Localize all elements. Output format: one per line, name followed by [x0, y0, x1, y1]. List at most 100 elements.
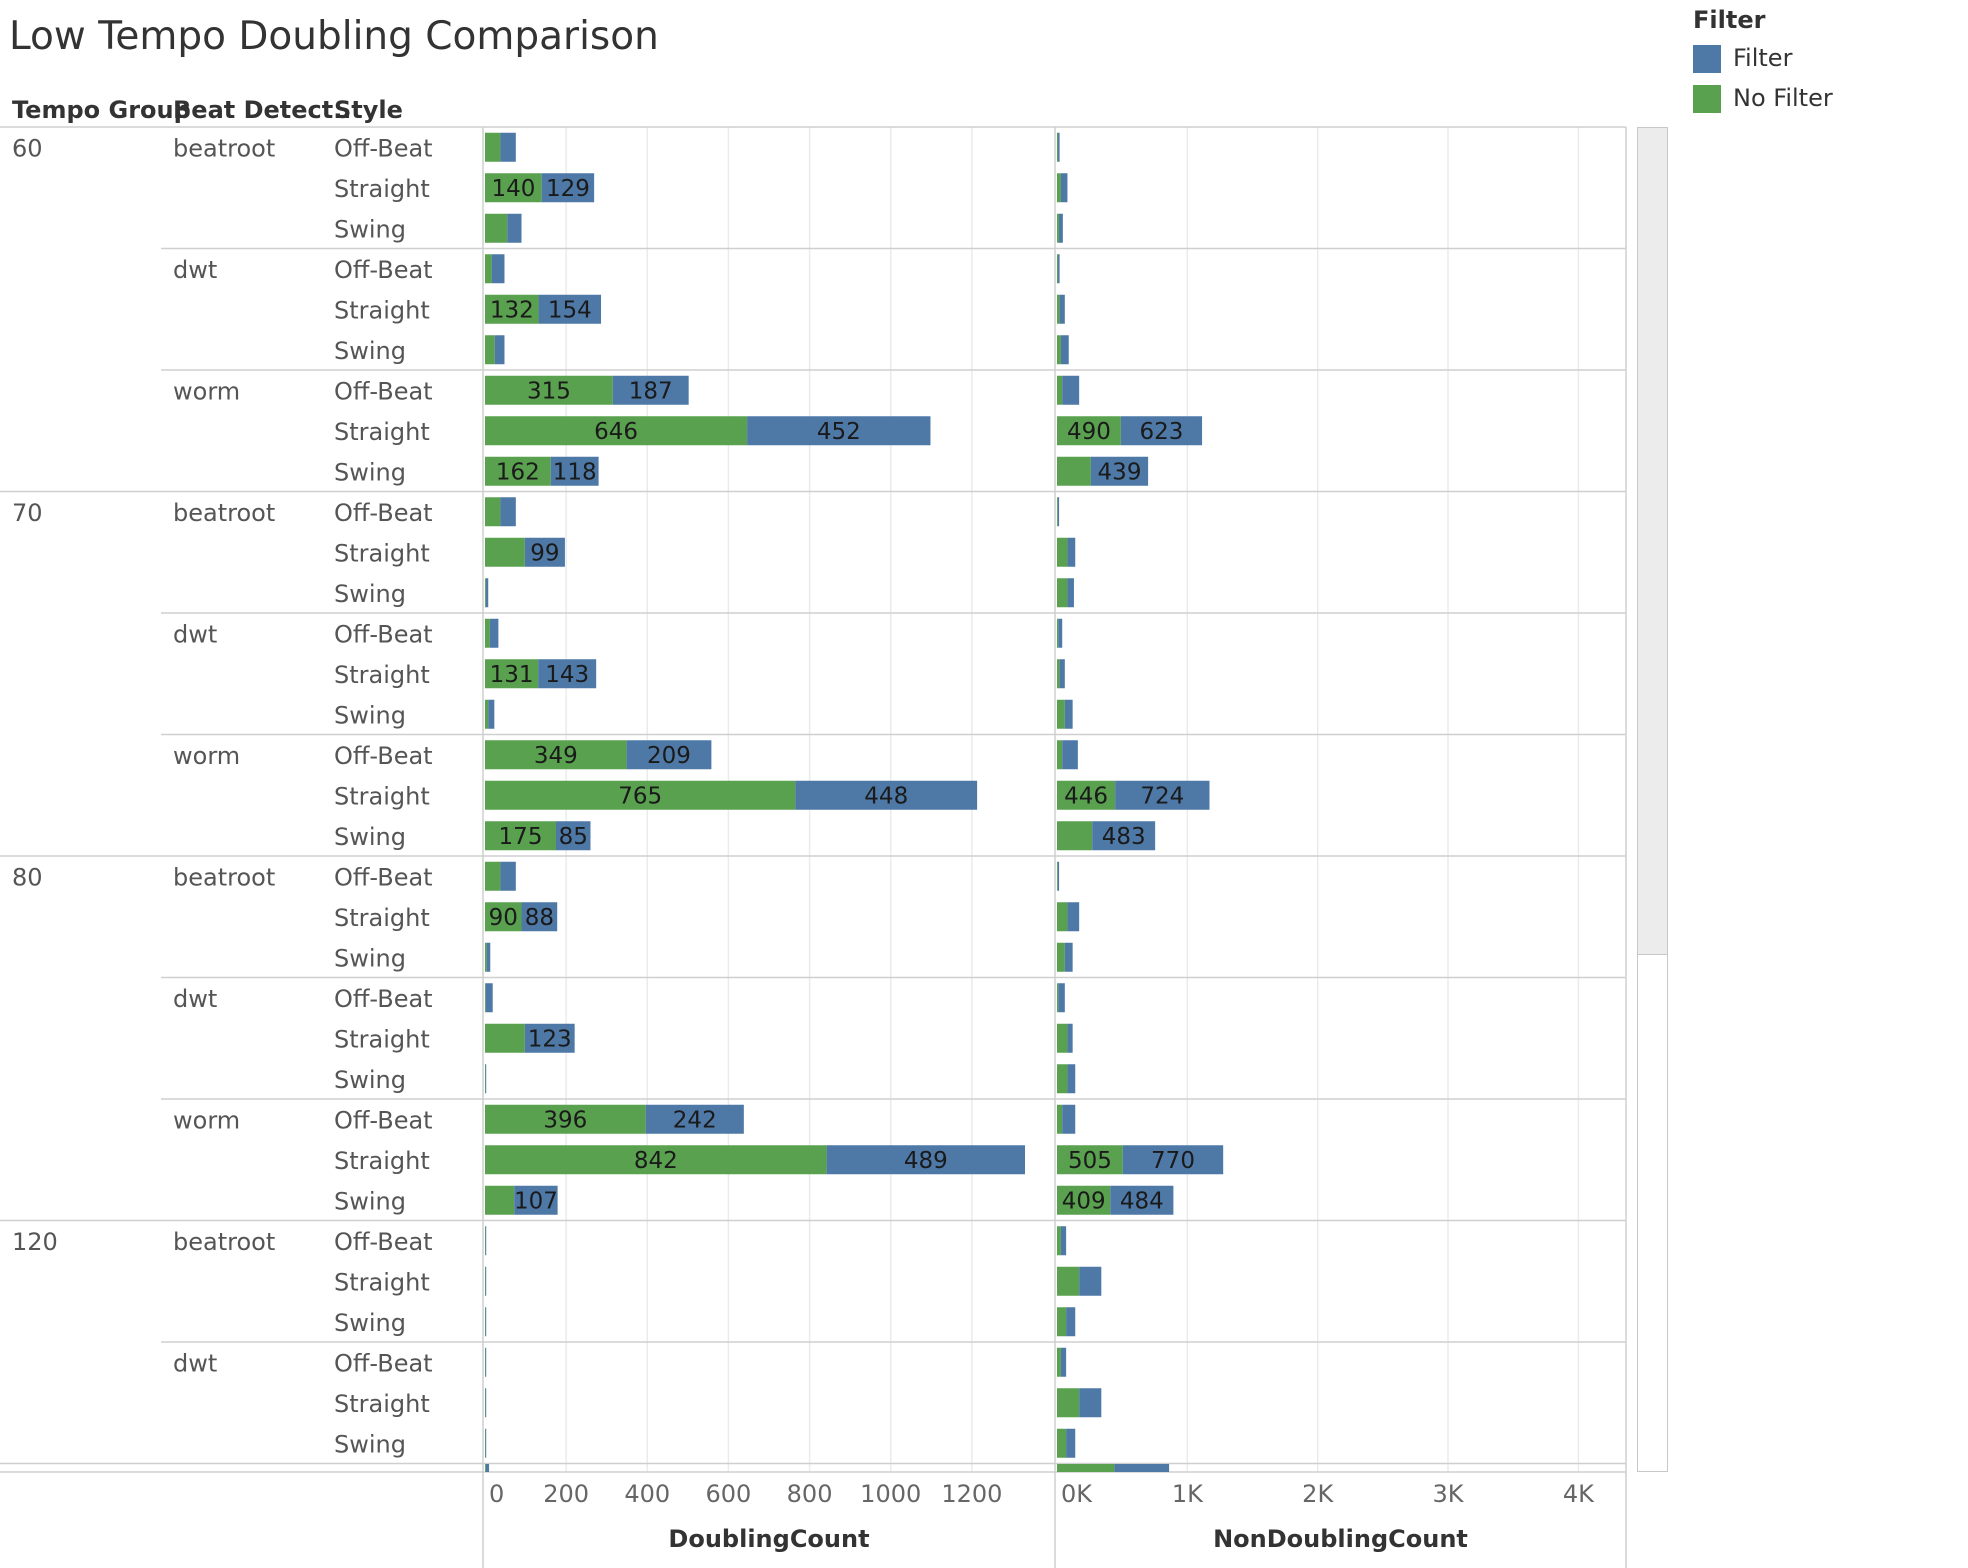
bar-filter	[1064, 942, 1073, 972]
bar-filter	[507, 213, 522, 243]
style-label: Swing	[334, 1430, 406, 1458]
bar-filter	[550, 456, 599, 486]
style-label: Off-Beat	[334, 134, 433, 162]
style-label: Straight	[334, 1025, 430, 1053]
tempo-group-label: 120	[12, 1228, 58, 1256]
style-label: Off-Beat	[334, 1228, 433, 1256]
bar-filter	[645, 1104, 744, 1134]
bar-no-filter	[485, 132, 501, 162]
style-label: Swing	[334, 458, 406, 486]
style-label: Swing	[334, 944, 406, 972]
bar-no-filter	[485, 983, 486, 1013]
bar-no-filter	[485, 578, 486, 608]
legend-label-no-filter: No Filter	[1733, 84, 1833, 112]
bar-filter	[1058, 618, 1063, 648]
style-label: Swing	[334, 1066, 406, 1094]
beat-detector-label: worm	[173, 742, 240, 770]
bar-filter	[1122, 1145, 1224, 1175]
bar-filter	[1110, 1185, 1174, 1215]
bar-filter	[1058, 254, 1060, 284]
bar-no-filter	[485, 456, 551, 486]
style-label: Straight	[334, 1147, 430, 1175]
data-label-filter: 484	[1120, 1188, 1164, 1214]
x-axis-title: NonDoublingCount	[1213, 1525, 1468, 1553]
bar-filter	[485, 1347, 487, 1377]
bar-no-filter	[485, 1185, 515, 1215]
data-label-filter: 770	[1151, 1148, 1195, 1174]
x-tick-label: 1200	[941, 1480, 1002, 1508]
data-label-no-filter: 175	[499, 824, 543, 850]
bar-filter	[485, 1307, 487, 1337]
bar-no-filter	[1057, 780, 1116, 810]
data-label-no-filter: 162	[496, 459, 540, 485]
bar-no-filter	[1057, 1307, 1067, 1337]
bar-no-filter	[485, 780, 796, 810]
bar-filter	[538, 294, 602, 324]
style-label: Straight	[334, 296, 430, 324]
beat-detector-label: dwt	[173, 1349, 217, 1377]
x-axis-doublingcount: 0 200 400 600 800 1000 1200 DoublingCount	[489, 1480, 1002, 1553]
bar-no-filter	[485, 659, 539, 689]
data-label-filter: 143	[545, 662, 589, 688]
bars-nondoublingcount: 490 623 439 446 724 483 505 770 409 484	[1057, 132, 1224, 1458]
bar-no-filter	[1057, 254, 1059, 284]
bar-no-filter	[1057, 902, 1068, 932]
x-tick-label: 400	[624, 1480, 670, 1508]
bar-no-filter	[485, 618, 490, 648]
beat-detector-label: beatroot	[173, 1228, 275, 1256]
bar-no-filter	[485, 416, 748, 446]
bar-filter	[1064, 699, 1073, 729]
bar-no-filter	[485, 537, 525, 567]
bar-no-filter-clipped	[485, 1464, 486, 1472]
beat-detector-label: dwt	[173, 256, 217, 284]
bar-filter	[1058, 213, 1063, 243]
data-label-no-filter: 765	[618, 783, 662, 809]
bar-filter	[541, 173, 595, 203]
style-label: Swing	[334, 1187, 406, 1215]
x-tick-label: 4K	[1563, 1480, 1595, 1508]
bar-no-filter	[1057, 173, 1061, 203]
bar-filter	[1058, 983, 1065, 1013]
x-tick-label: 800	[787, 1480, 833, 1508]
legend-item-filter[interactable]: Filter	[1693, 34, 1792, 74]
tempo-group-label: 60	[12, 134, 43, 162]
bar-filter	[1058, 132, 1060, 162]
bar-no-filter	[485, 699, 489, 729]
x-tick-label: 0	[489, 1480, 504, 1508]
bar-filter	[1059, 659, 1065, 689]
bar-filter	[524, 1023, 575, 1053]
vertical-scrollbar[interactable]	[1637, 127, 1668, 1472]
bar-no-filter	[1057, 578, 1068, 608]
data-label-no-filter: 490	[1067, 419, 1111, 445]
beat-detector-label: worm	[173, 377, 240, 405]
bar-no-filter	[1057, 1428, 1067, 1458]
bar-filter	[500, 497, 516, 527]
bar-filter	[524, 537, 565, 567]
bar-no-filter	[1057, 416, 1121, 446]
bar-no-filter	[1057, 1023, 1068, 1053]
bar-filter	[826, 1145, 1026, 1175]
style-label: Straight	[334, 782, 430, 810]
bar-filter-clipped	[1114, 1464, 1170, 1472]
data-label-filter: 123	[528, 1026, 572, 1052]
bar-filter-clipped	[485, 1464, 490, 1472]
bar-no-filter	[1057, 132, 1059, 162]
bar-filter	[521, 902, 558, 932]
data-label-no-filter: 409	[1062, 1188, 1106, 1214]
legend-item-no-filter[interactable]: No Filter	[1693, 74, 1833, 114]
style-label: Off-Beat	[334, 377, 433, 405]
bar-no-filter	[1057, 1145, 1123, 1175]
bar-no-filter	[1057, 861, 1058, 891]
style-label: Straight	[334, 175, 430, 203]
bar-filter	[489, 618, 499, 648]
style-label: Off-Beat	[334, 499, 433, 527]
header-style: Style	[334, 96, 403, 124]
style-label: Swing	[334, 823, 406, 851]
bar-no-filter	[1057, 699, 1065, 729]
data-label-filter: 724	[1140, 783, 1184, 809]
data-label-filter: 448	[864, 783, 908, 809]
scrollbar-thumb[interactable]	[1638, 128, 1667, 955]
bar-filter	[612, 375, 689, 405]
data-label-filter: 88	[525, 905, 554, 931]
beat-detector-label: beatroot	[173, 499, 275, 527]
